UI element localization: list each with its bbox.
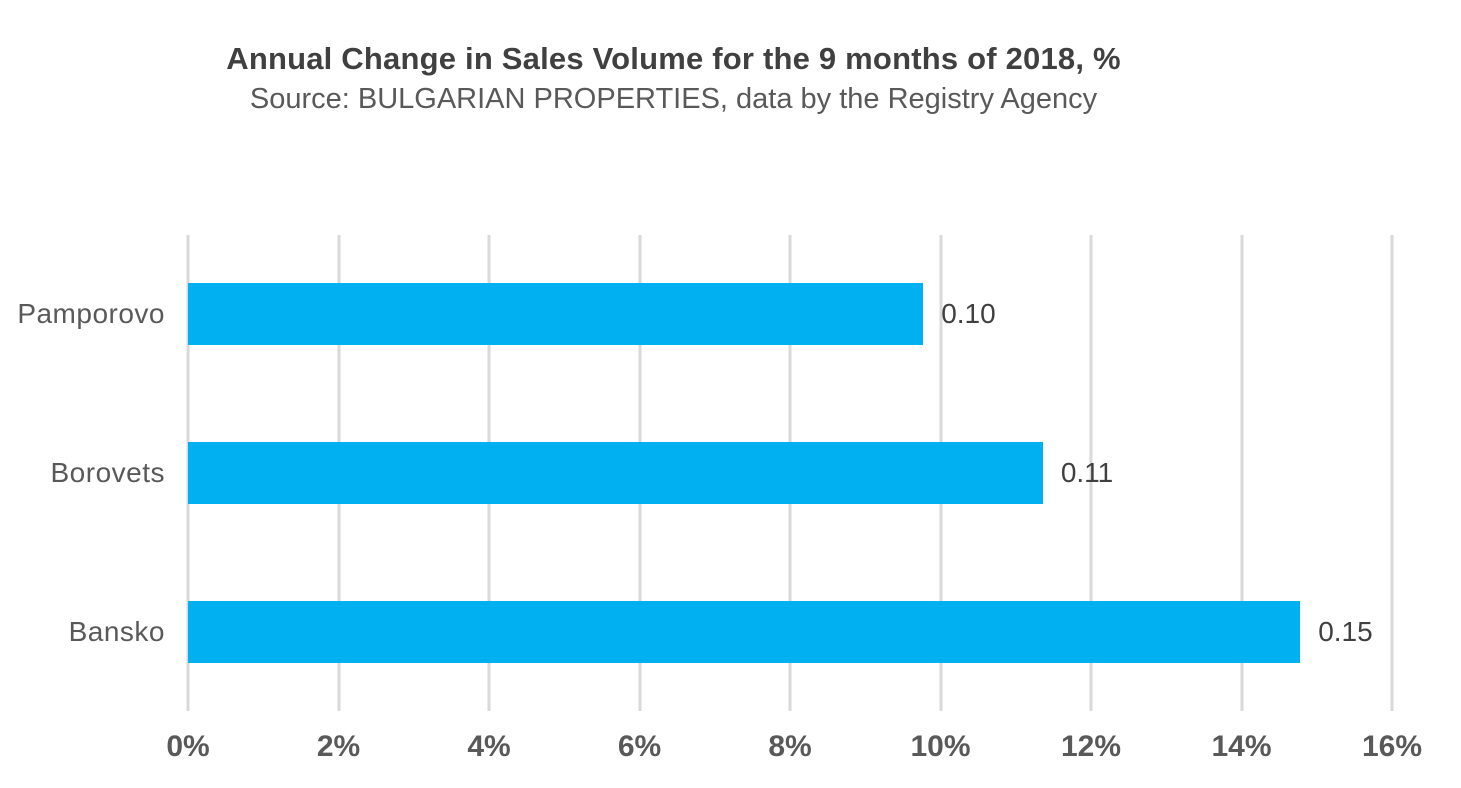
x-tick-label: 8%: [768, 730, 812, 763]
gridline: [1240, 235, 1243, 711]
chart-title: Annual Change in Sales Volume for the 9 …: [226, 41, 1121, 76]
plot-area: 0.10 0.11 0.15: [186, 235, 1394, 711]
data-label-bansko: 0.15: [1318, 615, 1373, 647]
bar-bansko: [188, 600, 1301, 663]
x-tick-label: 6%: [617, 730, 662, 763]
bar-pamporovo: [188, 283, 924, 346]
data-label-borovets: 0.11: [1060, 457, 1114, 488]
x-tick-label: 0%: [166, 730, 210, 763]
gridline: [1089, 235, 1093, 711]
data-label-pamporovo: 0.10: [941, 298, 996, 330]
category-label-borovets: Borovets: [50, 457, 165, 488]
gridline: [1390, 235, 1394, 711]
x-tick-label: 16%: [1361, 730, 1423, 763]
chart-subtitle: Source: BULGARIAN PROPERTIES, data by th…: [249, 83, 1098, 115]
bar-borovets: [188, 442, 1043, 504]
y-axis: Pamporovo Borovets Bansko: [0, 235, 165, 711]
x-tick-label: 12%: [1060, 730, 1122, 763]
x-axis: 0% 2% 4% 6% 8% 10% 12% 14% 16%: [166, 730, 1422, 770]
x-tick-label: 10%: [910, 730, 971, 763]
x-tick-label: 2%: [316, 730, 361, 763]
x-tick-label: 14%: [1211, 730, 1272, 763]
category-label-pamporovo: Pamporovo: [17, 298, 165, 330]
category-label-bansko: Bansko: [68, 615, 165, 647]
x-tick-label: 4%: [467, 730, 511, 763]
title-block: Annual Change in Sales Volume for the 9 …: [0, 40, 1347, 117]
